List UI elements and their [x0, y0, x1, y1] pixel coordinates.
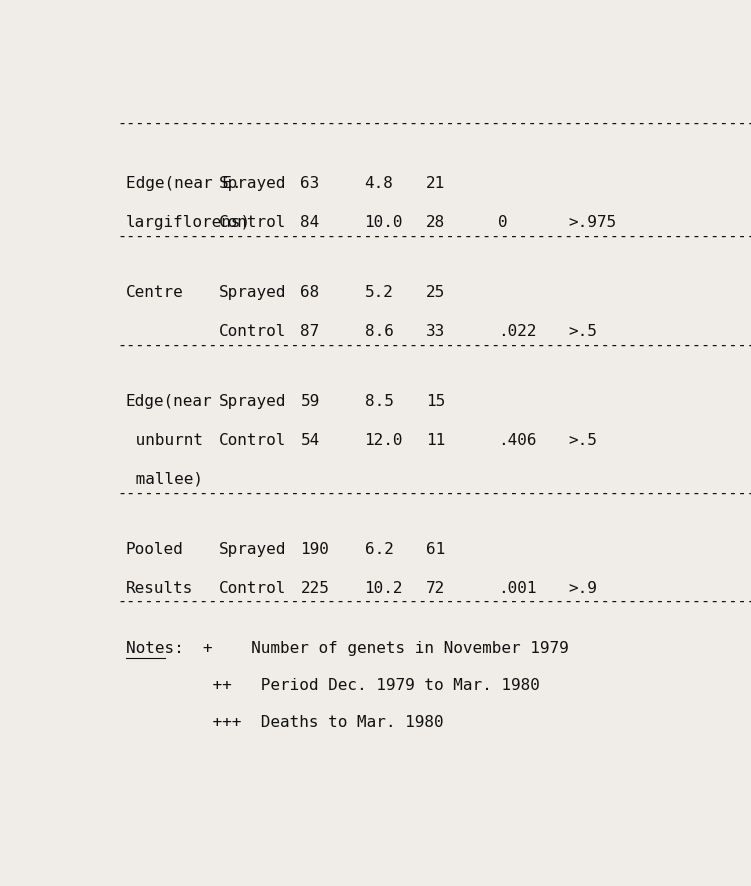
Text: 10.0: 10.0	[364, 215, 403, 230]
Text: >.975: >.975	[569, 215, 617, 230]
Text: 4.8: 4.8	[364, 176, 394, 191]
Text: 63: 63	[300, 176, 320, 191]
Text: ------------------------------------------------------------------------: ----------------------------------------…	[117, 116, 751, 131]
Text: 84: 84	[300, 215, 320, 230]
Text: largiflorens): largiflorens)	[126, 215, 251, 230]
Text: ------------------------------------------------------------------------: ----------------------------------------…	[117, 486, 751, 501]
Text: 11: 11	[426, 432, 445, 447]
Text: Control: Control	[219, 215, 286, 230]
Text: 8.5: 8.5	[364, 394, 394, 409]
Text: 25: 25	[426, 285, 445, 300]
Text: 5.2: 5.2	[364, 285, 394, 300]
Text: 225: 225	[300, 580, 330, 595]
Text: Control: Control	[219, 580, 286, 595]
Text: 8.6: 8.6	[364, 324, 394, 339]
Text: 61: 61	[426, 541, 445, 556]
Text: 54: 54	[300, 432, 320, 447]
Text: Sprayed: Sprayed	[219, 285, 286, 300]
Text: 21: 21	[426, 176, 445, 191]
Text: 72: 72	[426, 580, 445, 595]
Text: 59: 59	[300, 394, 320, 409]
Text: mallee): mallee)	[126, 471, 203, 486]
Text: >.5: >.5	[569, 432, 597, 447]
Text: 6.2: 6.2	[364, 541, 394, 556]
Text: unburnt: unburnt	[126, 432, 203, 447]
Text: ------------------------------------------------------------------------: ----------------------------------------…	[117, 229, 751, 244]
Text: .406: .406	[499, 432, 537, 447]
Text: 68: 68	[300, 285, 320, 300]
Text: Edge(near: Edge(near	[126, 394, 213, 409]
Text: Centre: Centre	[126, 285, 184, 300]
Text: Control: Control	[219, 432, 286, 447]
Text: >.5: >.5	[569, 324, 597, 339]
Text: Pooled: Pooled	[126, 541, 184, 556]
Text: 33: 33	[426, 324, 445, 339]
Text: 12.0: 12.0	[364, 432, 403, 447]
Text: Notes:  +    Number of genets in November 1979: Notes: + Number of genets in November 19…	[126, 641, 569, 656]
Text: >.9: >.9	[569, 580, 597, 595]
Text: ------------------------------------------------------------------------: ----------------------------------------…	[117, 595, 751, 610]
Text: 15: 15	[426, 394, 445, 409]
Text: Edge(near E.: Edge(near E.	[126, 176, 241, 191]
Text: .001: .001	[499, 580, 537, 595]
Text: .022: .022	[499, 324, 537, 339]
Text: 10.2: 10.2	[364, 580, 403, 595]
Text: Sprayed: Sprayed	[219, 176, 286, 191]
Text: +++  Deaths to Mar. 1980: +++ Deaths to Mar. 1980	[126, 715, 444, 730]
Text: ------------------------------------------------------------------------: ----------------------------------------…	[117, 338, 751, 353]
Text: Sprayed: Sprayed	[219, 541, 286, 556]
Text: 0: 0	[499, 215, 508, 230]
Text: 87: 87	[300, 324, 320, 339]
Text: Results: Results	[126, 580, 193, 595]
Text: 190: 190	[300, 541, 330, 556]
Text: 28: 28	[426, 215, 445, 230]
Text: Control: Control	[219, 324, 286, 339]
Text: Sprayed: Sprayed	[219, 394, 286, 409]
Text: ++   Period Dec. 1979 to Mar. 1980: ++ Period Dec. 1979 to Mar. 1980	[126, 678, 540, 693]
